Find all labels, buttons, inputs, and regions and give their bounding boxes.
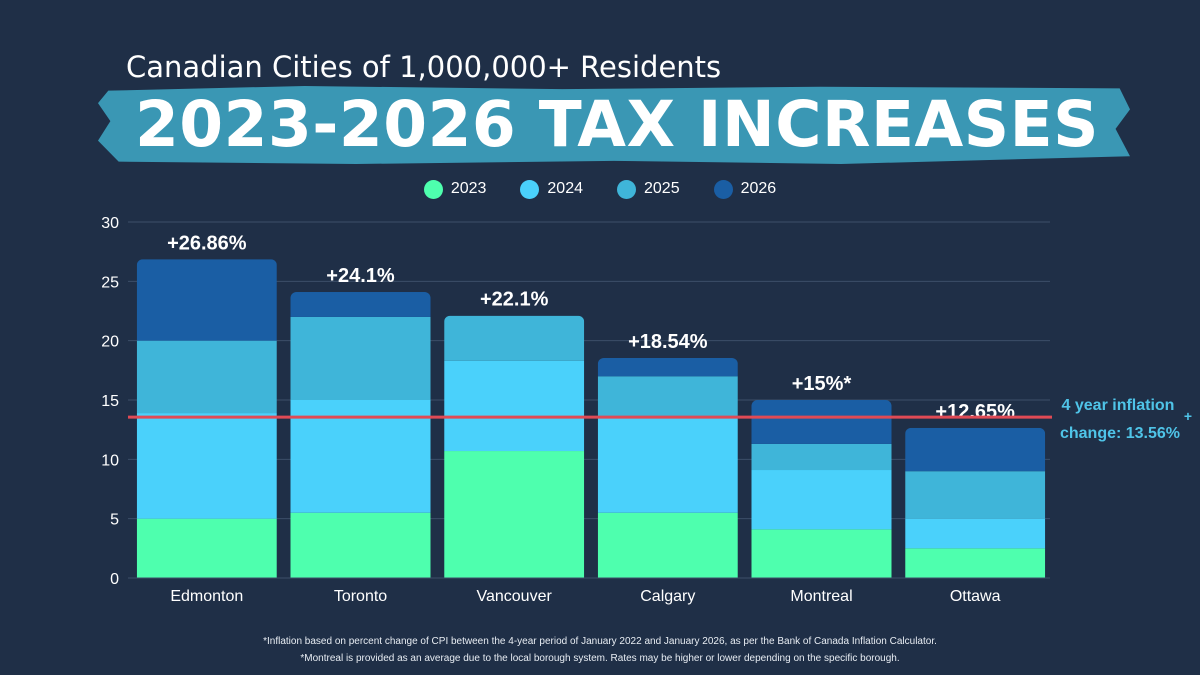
y-tick-label-10: 10	[101, 452, 119, 469]
bar-segment-toronto-2026	[290, 292, 431, 317]
footnote-inflation: *Inflation based on percent change of CP…	[263, 636, 937, 647]
y-tick-label-30: 30	[101, 215, 119, 232]
bar-segment-calgary-2025	[597, 376, 738, 418]
y-tick-label-15: 15	[101, 393, 119, 410]
inflation-label-line2: change: 13.56%	[1060, 425, 1180, 442]
inflation-label-line1: 4 year inflation	[1062, 397, 1175, 414]
x-tick-label-calgary: Calgary	[640, 588, 695, 605]
bar-segment-montreal-2026	[751, 400, 892, 444]
bar-segment-vancouver-2025	[444, 315, 585, 361]
bar-segment-edmonton-2024	[136, 413, 277, 519]
bar-segment-montreal-2023	[751, 529, 892, 578]
x-tick-label-ottawa: Ottawa	[950, 588, 1001, 605]
bar-segment-calgary-2026	[597, 357, 738, 377]
bar-segment-edmonton-2023	[136, 518, 277, 578]
y-tick-label-0: 0	[110, 571, 119, 588]
legend-swatch-2026	[713, 179, 733, 199]
title-brush-background	[98, 86, 1130, 164]
bar-segment-edmonton-2025	[136, 340, 277, 414]
legend-label-2023: 2023	[450, 180, 487, 197]
bar-total-label-toronto: +24.1%	[326, 265, 395, 287]
bar-total-label-ottawa: +12.65%	[935, 401, 1015, 423]
x-tick-label-edmonton: Edmonton	[170, 588, 243, 605]
bar-total-label-vancouver: +22.1%	[480, 289, 549, 311]
bar-total-label-montreal: +15%*	[792, 373, 852, 395]
legend-swatch-2024	[520, 179, 540, 199]
bar-segment-calgary-2023	[597, 512, 738, 578]
y-tick-label-5: 5	[110, 512, 119, 529]
chart-legend: 2023 2024 2025 2026	[0, 176, 1200, 202]
bar-segment-vancouver-2024	[444, 360, 585, 452]
bar-segment-toronto-2025	[290, 316, 431, 400]
bar-segment-ottawa-2024	[905, 518, 1046, 549]
legend-item-2026: 2026	[713, 179, 777, 199]
bar-segment-edmonton-2026	[136, 259, 277, 341]
footnotes: *Inflation based on percent change of CP…	[0, 633, 1200, 667]
bar-segment-ottawa-2026	[905, 427, 1046, 472]
bar-segment-toronto-2023	[290, 512, 431, 578]
inflation-label-mark: +	[1184, 408, 1192, 424]
x-tick-label-montreal: Montreal	[790, 588, 852, 605]
bar-segment-montreal-2024	[751, 470, 892, 530]
bar-segment-montreal-2025	[751, 443, 892, 471]
footnote-montreal: *Montreal is provided as an average due …	[300, 653, 900, 664]
chart-subtitle: Canadian Cities of 1,000,000+ Residents	[126, 50, 722, 84]
bar-segment-ottawa-2025	[905, 471, 1046, 519]
bar-total-label-edmonton: +26.86%	[167, 232, 247, 254]
chart-title: 2023-2026 TAX INCREASES	[134, 88, 1100, 161]
legend-swatch-2023	[423, 179, 443, 199]
legend-label-2024: 2024	[547, 180, 583, 197]
bar-segment-vancouver-2023	[444, 451, 585, 578]
legend-label-2026: 2026	[740, 180, 777, 197]
y-tick-label-25: 25	[101, 274, 119, 291]
bar-segment-toronto-2024	[290, 400, 431, 513]
bar-segment-calgary-2024	[597, 417, 738, 513]
legend-swatch-2025	[617, 179, 636, 199]
legend-item-2023: 2023	[423, 179, 487, 199]
legend-item-2025: 2025	[617, 179, 680, 199]
x-tick-label-vancouver: Vancouver	[477, 588, 553, 605]
bar-total-label-calgary: +18.54%	[628, 331, 708, 353]
bar-segment-ottawa-2023	[905, 548, 1046, 578]
legend-label-2025: 2025	[644, 180, 680, 197]
legend-item-2024: 2024	[520, 179, 583, 199]
x-tick-label-toronto: Toronto	[334, 588, 387, 605]
y-tick-label-20: 20	[101, 334, 119, 351]
